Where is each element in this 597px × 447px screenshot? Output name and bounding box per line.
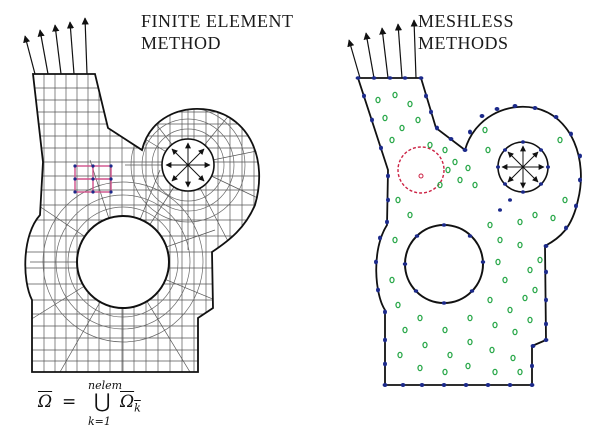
fem-pressure-arrows	[165, 142, 211, 188]
meshless-title-line1: MESHLESS	[418, 11, 515, 31]
fem-mesh	[25, 74, 260, 372]
meshless-support-node	[418, 173, 424, 179]
meshless-title-line2: METHODS	[418, 33, 509, 53]
meshless-load-arrows	[347, 19, 418, 79]
meshless-title: MESHLESS METHODS	[418, 10, 514, 54]
formula-rhs: Ωk	[120, 392, 141, 414]
formula-union-upper: nelem	[88, 379, 123, 392]
formula-union-symbol: ⋃	[94, 389, 111, 413]
meshless-boundary-nodes	[355, 76, 582, 387]
meshless-boundary	[356, 77, 582, 386]
formula-union-lower: k=1	[88, 415, 111, 428]
meshless-diagram	[347, 19, 582, 387]
fem-title-line1: FINITE ELEMENT	[141, 11, 294, 31]
formula-rhs-sub: k	[134, 401, 141, 415]
fem-diagram	[23, 17, 260, 373]
fem-highlight-nodes	[73, 164, 113, 194]
meshless-interior-nodes	[375, 91, 568, 376]
formula-rhs-symbol: Ω	[120, 392, 135, 412]
fem-load-arrows	[23, 17, 89, 75]
meshless-support-domain	[397, 146, 445, 194]
fem-lower-hole	[76, 215, 170, 309]
formula-equals: =	[62, 392, 77, 412]
formula-lhs: Ω	[38, 392, 53, 412]
fem-title: FINITE ELEMENT METHOD	[141, 10, 293, 54]
fem-boundary	[24, 73, 260, 373]
fem-title-line2: METHOD	[141, 33, 221, 53]
meshless-pressure-arrows	[501, 145, 545, 189]
